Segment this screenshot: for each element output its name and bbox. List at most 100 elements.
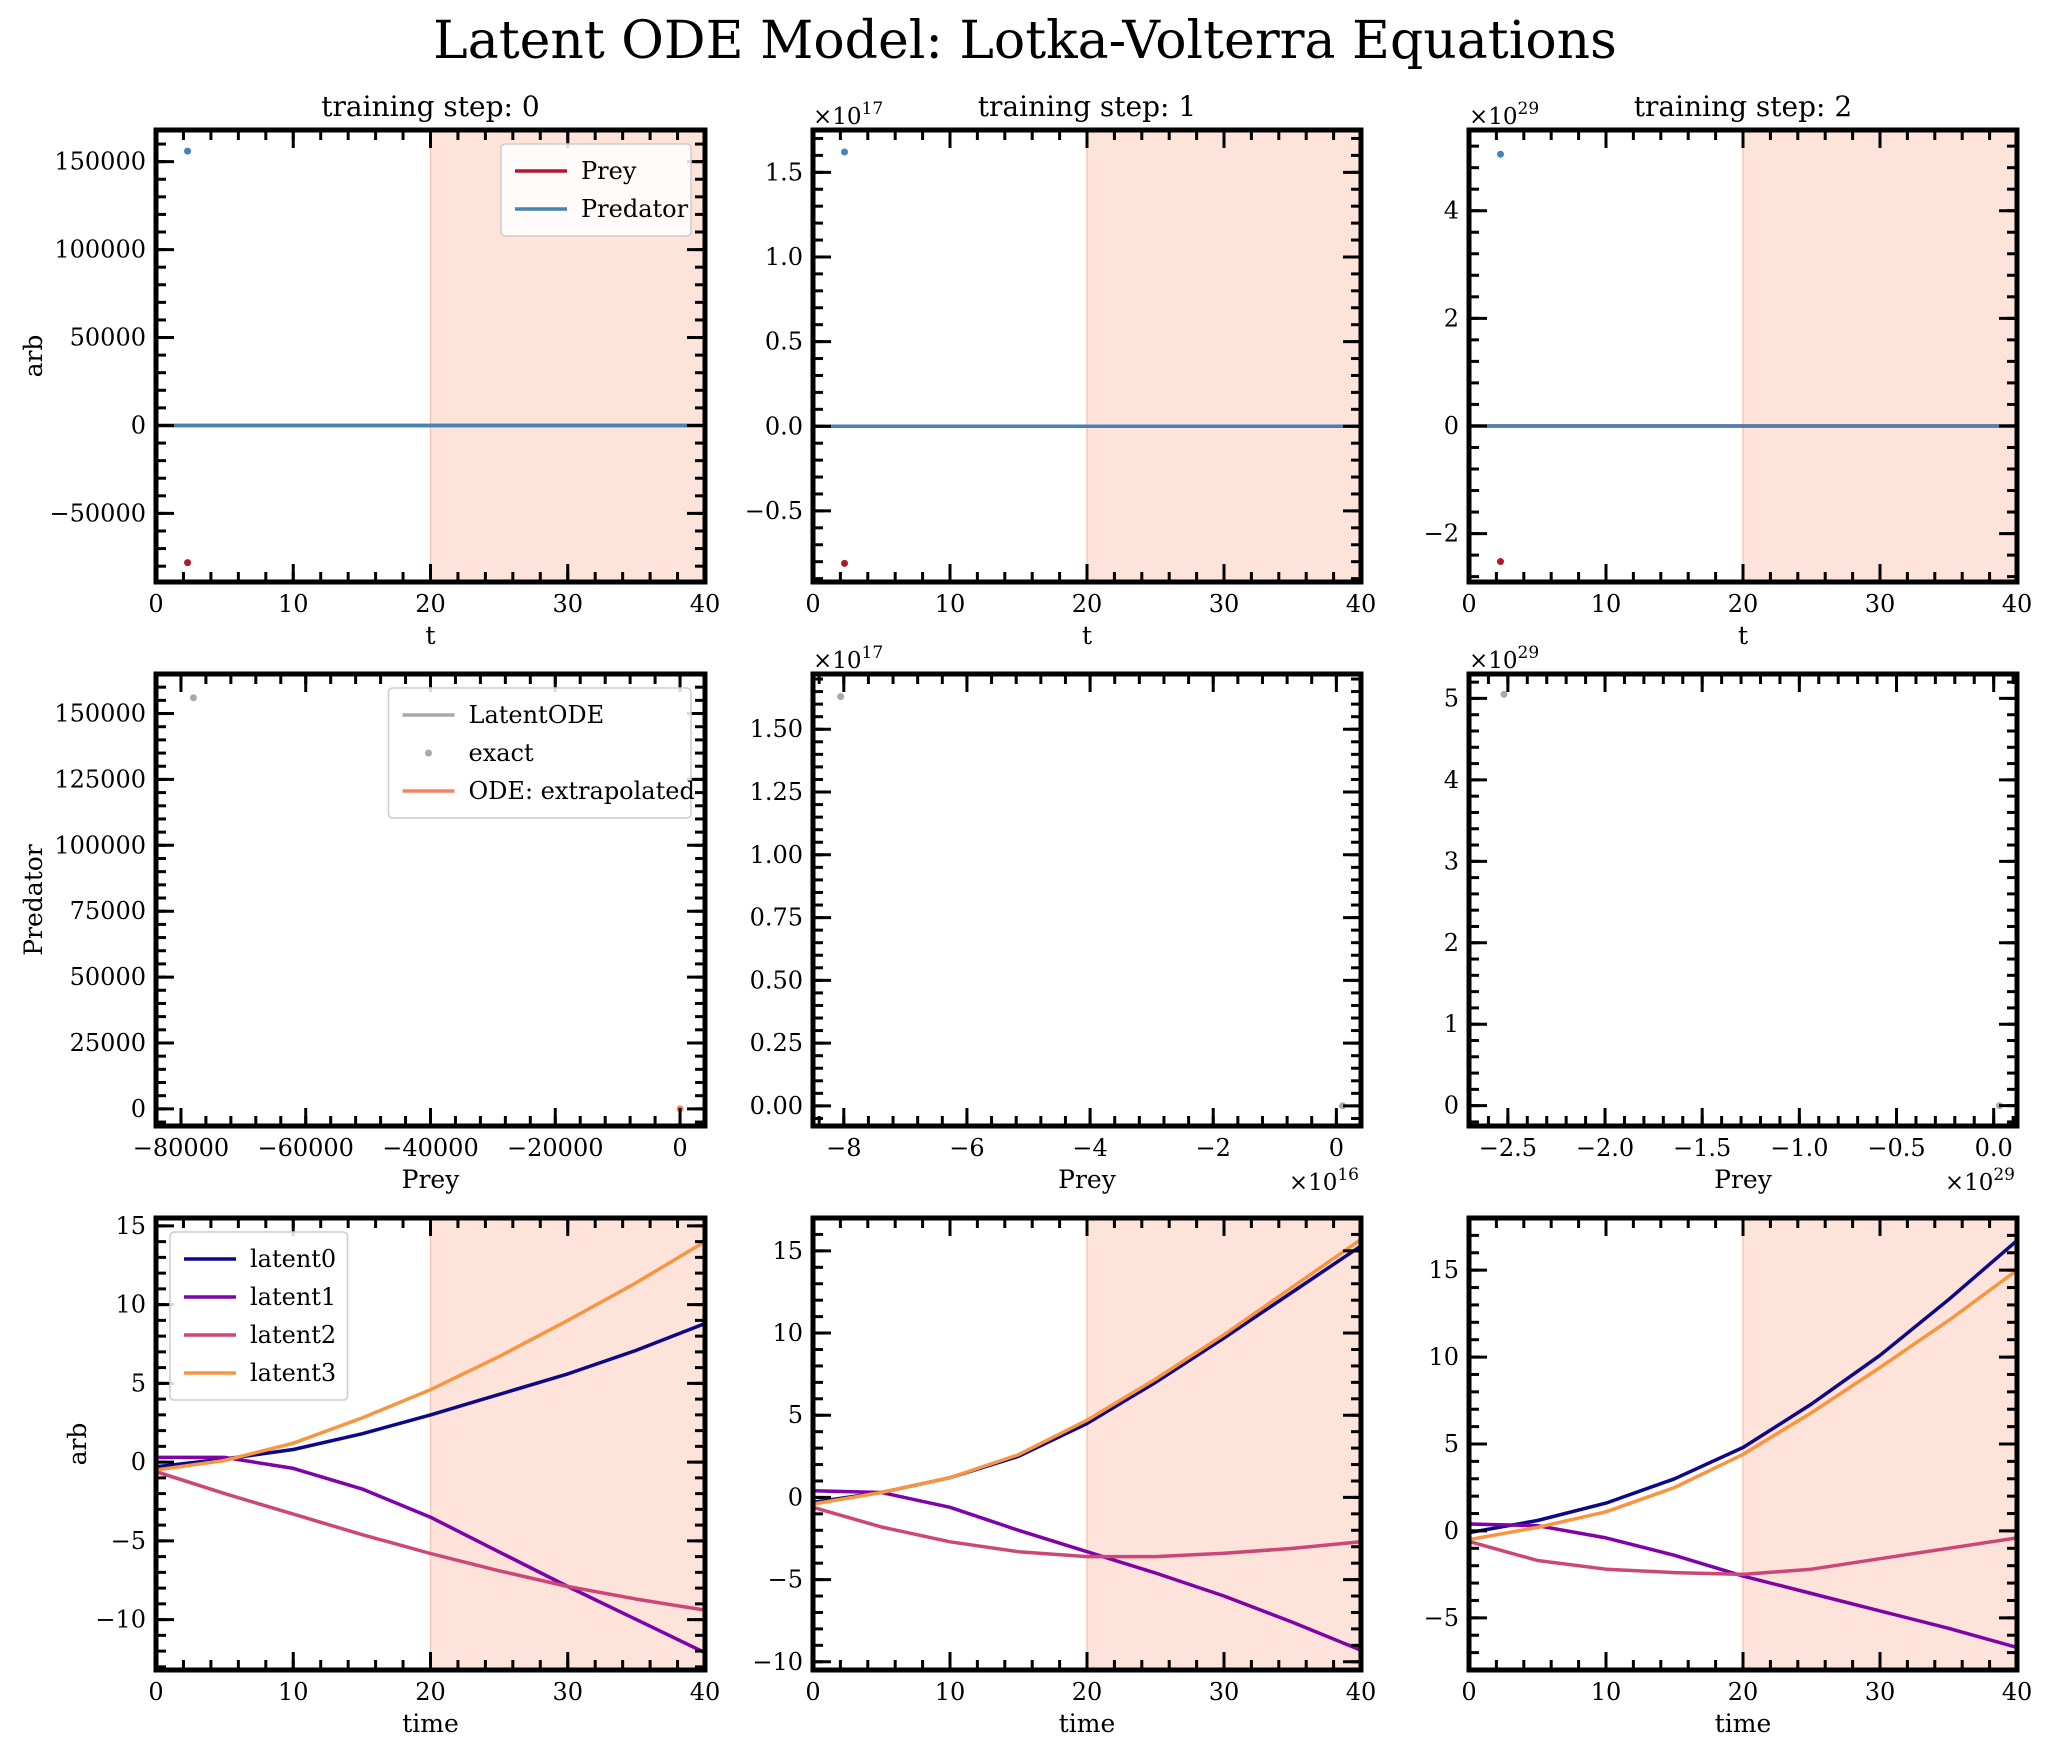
legend-label: Prey xyxy=(581,157,637,185)
axes-frame xyxy=(1466,127,2020,585)
y-tick-label: 0.50 xyxy=(750,966,803,994)
x-tick-label: −2.0 xyxy=(1576,1134,1634,1162)
y-tick-label: 3 xyxy=(1444,847,1459,875)
legend-marker xyxy=(425,749,432,757)
x-tick-label: 0 xyxy=(1461,590,1476,618)
data-point xyxy=(1497,558,1505,566)
x-tick-label: 0 xyxy=(148,590,163,618)
y-tick-label: 0.00 xyxy=(750,1092,803,1120)
panel-latent_ts2: 0 10 20 30 40 −5 0 5 10 15 time xyxy=(1424,1215,2032,1738)
axes-frame xyxy=(810,127,1364,585)
ticks xyxy=(811,130,1363,582)
panel-latent_ts0: 0 10 20 30 40−10−5051015timearblatent0latent… xyxy=(63,1212,720,1738)
panel-title: training step: 2 xyxy=(1634,90,1852,123)
extrapolation-region xyxy=(1742,130,2017,582)
axes-frame xyxy=(153,671,708,1129)
y-tick-label: 1 xyxy=(1444,1010,1459,1038)
x-tick-label: 40 xyxy=(690,590,721,618)
y-tick-label: 10 xyxy=(1428,1343,1459,1371)
y-offset-text: ×1017 xyxy=(813,643,883,674)
y-axis-label: arb xyxy=(63,1423,92,1466)
x-tick-label: −2 xyxy=(1196,1134,1231,1162)
x-tick-label: 40 xyxy=(690,1678,721,1706)
y-tick-label: 0.25 xyxy=(750,1029,803,1057)
x-tick-label: 10 xyxy=(935,1678,966,1706)
y-tick-label: 50000 xyxy=(70,963,146,991)
panel-title: training step: 0 xyxy=(321,90,539,123)
legend-box xyxy=(500,143,692,237)
axes-frame xyxy=(810,1215,1364,1673)
x-tick-label: 0 xyxy=(672,1134,687,1162)
x-tick-label: −6 xyxy=(949,1134,984,1162)
x-offset-text: ×1016 xyxy=(1289,1165,1359,1196)
legend-label: Predator xyxy=(581,195,689,223)
series-line-latent1 xyxy=(813,1489,1361,1653)
y-tick-label: −10 xyxy=(752,1648,803,1676)
y-tick-label: 100000 xyxy=(54,831,146,859)
x-tick-label: 10 xyxy=(278,590,309,618)
legend-label: latent1 xyxy=(250,1283,336,1311)
x-tick-label: 0 xyxy=(148,1678,163,1706)
series-line-latent2 xyxy=(1469,1536,2017,1577)
x-tick-label: 10 xyxy=(935,590,966,618)
y-tick-label: 4 xyxy=(1444,197,1459,225)
y-tick-label: 10 xyxy=(772,1319,803,1347)
series-line-latent3 xyxy=(156,1239,705,1472)
ticks xyxy=(813,674,1363,1126)
x-tick-label: 30 xyxy=(1209,590,1240,618)
x-tick-label: 20 xyxy=(1728,1678,1759,1706)
axes-frame xyxy=(1466,671,2020,1129)
x-tick-label: −40000 xyxy=(382,1134,478,1162)
x-tick-label: 0 xyxy=(1329,1134,1344,1162)
plot-area xyxy=(837,693,1347,1110)
x-tick-label: 0 xyxy=(805,1678,820,1706)
x-axis-label: t xyxy=(1738,621,1748,650)
x-axis-label: time xyxy=(402,1709,459,1738)
y-tick-label: 1.0 xyxy=(765,243,803,271)
x-tick-label: −1.5 xyxy=(1673,1134,1731,1162)
x-axis-label: Prey xyxy=(1058,1165,1117,1194)
axes-frame xyxy=(1466,1215,2020,1673)
legend: Prey Predator xyxy=(500,143,692,237)
x-tick-label: 0.0 xyxy=(1975,1134,2013,1162)
x-axis-label: Prey xyxy=(402,1165,461,1194)
x-axis-label: t xyxy=(1082,621,1092,650)
panel-phase2: −2.5 −2.0 −1.5 −1.0 −0.5 0.0 0 1 2 3 4 5 Prey ×1029 ×1… xyxy=(1444,643,2020,1196)
x-tick-label: −1.0 xyxy=(1770,1134,1828,1162)
extrapolation-region xyxy=(1086,1218,1361,1670)
y-tick-label: 1.00 xyxy=(750,841,803,869)
figure-title: Latent ODE Model: Lotka-Volterra Equatio… xyxy=(433,11,1617,71)
panel-ts2: 0 10 20 30 40 −2 0 2 4 t training step: 2 ×1029 xyxy=(1424,90,2033,650)
x-axis-label: t xyxy=(425,621,435,650)
data-point xyxy=(184,559,192,567)
x-tick-label: 40 xyxy=(2002,590,2033,618)
y-tick-label: −0.5 xyxy=(745,497,803,525)
y-tick-label: 10 xyxy=(115,1291,146,1319)
axes-frame xyxy=(153,127,708,585)
y-tick-label: 2 xyxy=(1444,929,1459,957)
y-tick-label: 50000 xyxy=(70,324,146,352)
x-tick-label: 40 xyxy=(1346,1678,1377,1706)
y-tick-label: 25000 xyxy=(70,1029,146,1057)
y-tick-label: 1.50 xyxy=(750,715,803,743)
legend-box xyxy=(169,1231,349,1401)
plot-area xyxy=(156,1218,705,1670)
data-point xyxy=(1339,1102,1347,1110)
x-tick-label: −2.5 xyxy=(1479,1134,1537,1162)
ticks xyxy=(1467,674,2017,1126)
panel-phase0: −80000 −60000 −40000 −20000 0 0 25000 50000 7500… xyxy=(19,671,708,1194)
x-tick-label: 20 xyxy=(415,1678,446,1706)
legend: latent0 latent1 latent2 latent3 xyxy=(169,1231,349,1401)
plot-area xyxy=(813,1218,1361,1670)
x-tick-label: 30 xyxy=(552,590,583,618)
x-tick-label: 0 xyxy=(1461,1678,1476,1706)
x-tick-label: 20 xyxy=(1072,590,1103,618)
x-tick-label: −20000 xyxy=(507,1134,603,1162)
legend-label: latent2 xyxy=(250,1321,336,1349)
y-offset-text: ×1017 xyxy=(813,99,883,130)
data-point xyxy=(189,694,197,702)
legend-label: ODE: extrapolated xyxy=(469,777,695,805)
panels: 0 10 20 30 40−50000050000100000150000tarbtra… xyxy=(19,90,2032,1738)
axes-frame xyxy=(153,1215,708,1673)
